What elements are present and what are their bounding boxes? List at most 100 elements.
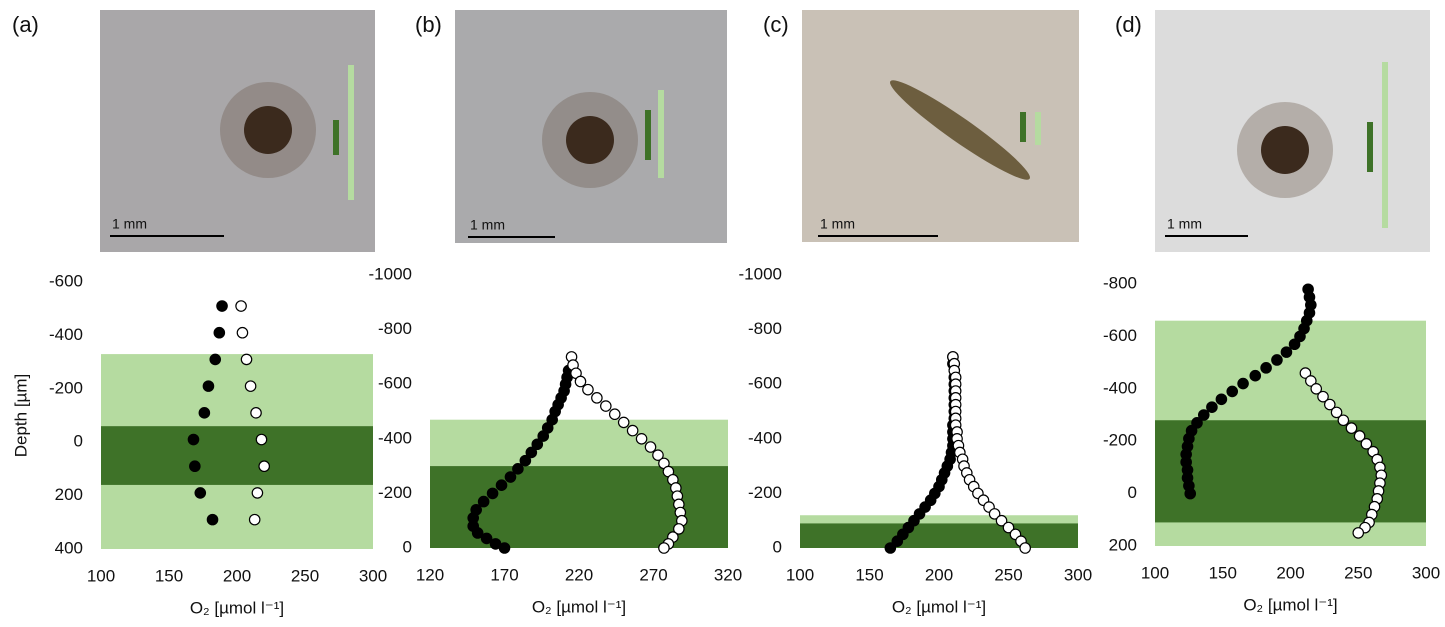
x-tick-label: 200: [925, 565, 953, 584]
scale-bar-label: 1 mm: [470, 217, 505, 233]
data-point: [1299, 367, 1312, 379]
data-point: [504, 471, 517, 483]
x-tick-label: 300: [359, 566, 387, 585]
data-point: [235, 300, 247, 312]
x-tick-label: 250: [1344, 563, 1372, 582]
data-point: [1345, 422, 1358, 434]
data-point: [1280, 346, 1293, 358]
data-point: [574, 375, 587, 388]
data-point: [531, 438, 544, 451]
y-tick-label: -400: [49, 325, 83, 344]
x-tick-label: 150: [855, 565, 883, 584]
data-point: [1019, 542, 1031, 554]
data-point: [206, 513, 219, 526]
data-point: [891, 535, 904, 547]
data-point: [519, 454, 532, 467]
data-point: [1249, 369, 1262, 382]
data-point: [582, 383, 594, 396]
data-point: [1352, 527, 1365, 539]
data-point: [1353, 430, 1366, 442]
photo: [100, 10, 375, 252]
y-tick-label: -800: [1103, 273, 1137, 292]
specimen: [244, 106, 292, 154]
x-tick-label: 270: [639, 565, 667, 584]
x-tick-label: 250: [291, 566, 319, 585]
panel-label: (d): [1115, 12, 1142, 37]
data-point: [187, 433, 200, 446]
x-tick-label: 200: [223, 566, 251, 585]
data-point: [251, 487, 264, 499]
scale-bar-label: 1 mm: [820, 216, 855, 232]
panel-label: (a): [12, 12, 39, 37]
x-tick-label: 300: [1064, 565, 1092, 584]
y-tick-label: -600: [1103, 326, 1137, 345]
data-point: [652, 449, 664, 461]
data-point: [1191, 417, 1203, 429]
x-tick-label: 150: [155, 566, 183, 585]
data-point: [525, 446, 538, 459]
x-tick-label: 100: [786, 565, 814, 584]
data-point: [250, 407, 262, 419]
data-point: [1310, 382, 1323, 395]
data-point: [202, 380, 215, 392]
data-point: [1330, 406, 1343, 419]
data-point: [884, 542, 897, 554]
y-tick-label: -200: [49, 378, 83, 397]
x-tick-label: 320: [714, 565, 742, 584]
data-point: [1206, 401, 1218, 413]
y-tick-label: -1000: [739, 264, 782, 283]
x-tick-label: 100: [1141, 563, 1169, 582]
green-bar: [645, 110, 651, 160]
data-point: [236, 326, 249, 339]
data-point: [1323, 398, 1336, 411]
data-point: [248, 513, 261, 526]
data-point: [1288, 338, 1301, 351]
y-tick-label: -800: [748, 319, 782, 338]
data-point: [600, 400, 612, 412]
x-tick-label: 100: [87, 566, 115, 585]
green-bar: [348, 65, 354, 200]
y-tick-label: -400: [378, 428, 412, 447]
data-point: [635, 432, 648, 445]
data-point: [1271, 354, 1283, 366]
data-point: [471, 527, 484, 539]
y-tick-label: -200: [748, 483, 782, 502]
y-tick-label: 200: [1109, 535, 1137, 554]
data-point: [658, 542, 670, 554]
data-point: [673, 523, 685, 535]
y-tick-label: 200: [55, 485, 83, 504]
y-tick-label: 0: [403, 537, 412, 556]
y-tick-label: -600: [748, 374, 782, 393]
data-point: [1184, 487, 1197, 500]
data-point: [1226, 385, 1239, 398]
panel: (b) 1 mm 120 170 220 270 320 -1000 -800 -600 -400 -…: [369, 10, 742, 616]
y-axis-label: Depth [µm]: [11, 374, 30, 458]
data-point: [591, 392, 603, 404]
x-axis-label: O₂ [µmol l⁻¹]: [1243, 595, 1337, 614]
data-point: [644, 441, 657, 453]
data-point: [988, 508, 1001, 520]
y-tick-label: -200: [1103, 431, 1137, 450]
data-point: [1237, 377, 1249, 390]
y-tick-label: -400: [748, 428, 782, 447]
y-tick-label: 400: [55, 538, 83, 557]
green-bar: [1020, 112, 1026, 142]
x-axis-label: O₂ [µmol l⁻¹]: [190, 598, 284, 617]
data-point: [498, 542, 511, 554]
y-tick-label: -1000: [369, 264, 412, 283]
panel: (c) 1 mm 100 150 200 250 300 -1000 -800 -600 -400 -…: [739, 10, 1092, 616]
y-tick-label: -400: [1103, 378, 1137, 397]
data-point: [244, 380, 257, 392]
specimen: [1261, 126, 1309, 174]
specimen: [566, 116, 614, 164]
green-bar: [1035, 112, 1041, 145]
data-point: [1305, 375, 1317, 387]
panel-label: (c): [763, 12, 789, 37]
data-point: [617, 416, 630, 429]
data-point: [1215, 393, 1228, 406]
data-point: [194, 487, 207, 499]
x-tick-label: 170: [490, 565, 518, 584]
green-bar: [658, 90, 664, 178]
x-tick-label: 220: [565, 565, 593, 584]
x-tick-label: 120: [416, 565, 444, 584]
